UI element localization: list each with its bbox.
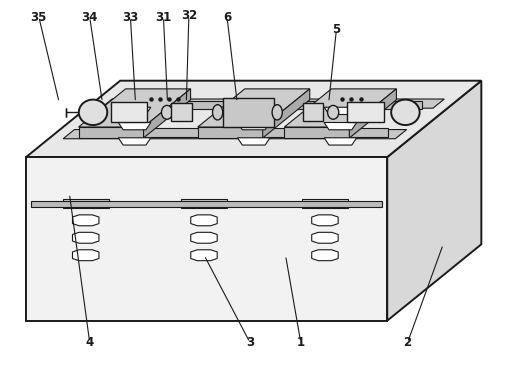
- Text: 31: 31: [155, 11, 171, 24]
- Polygon shape: [349, 89, 395, 138]
- Polygon shape: [237, 107, 269, 115]
- Polygon shape: [284, 127, 349, 138]
- Polygon shape: [386, 81, 480, 321]
- Ellipse shape: [327, 105, 338, 119]
- Bar: [222, 98, 273, 127]
- Polygon shape: [197, 127, 262, 138]
- Polygon shape: [26, 157, 386, 321]
- Polygon shape: [26, 81, 480, 157]
- Polygon shape: [72, 250, 99, 261]
- Polygon shape: [237, 123, 269, 130]
- Polygon shape: [311, 250, 337, 261]
- Polygon shape: [119, 101, 421, 110]
- Polygon shape: [284, 89, 395, 127]
- Polygon shape: [324, 138, 356, 145]
- Polygon shape: [311, 232, 337, 243]
- Polygon shape: [72, 215, 99, 226]
- Ellipse shape: [78, 100, 107, 125]
- Polygon shape: [197, 89, 309, 127]
- Bar: [31, 201, 381, 207]
- Polygon shape: [72, 232, 99, 243]
- Text: 6: 6: [222, 11, 231, 24]
- Polygon shape: [78, 89, 190, 127]
- Polygon shape: [237, 138, 269, 145]
- Polygon shape: [85, 128, 388, 137]
- Polygon shape: [118, 138, 151, 145]
- Text: 1: 1: [296, 336, 304, 349]
- Polygon shape: [311, 215, 337, 226]
- Polygon shape: [143, 89, 190, 138]
- Ellipse shape: [272, 105, 282, 120]
- Polygon shape: [63, 130, 406, 139]
- Text: 3: 3: [245, 336, 253, 349]
- Text: 5: 5: [331, 23, 340, 36]
- Bar: [302, 103, 323, 122]
- Polygon shape: [190, 232, 217, 243]
- Polygon shape: [78, 127, 143, 138]
- Text: 33: 33: [122, 11, 138, 24]
- Text: 32: 32: [180, 9, 196, 22]
- Text: 2: 2: [403, 336, 411, 349]
- Ellipse shape: [390, 100, 419, 125]
- Polygon shape: [262, 89, 309, 138]
- Ellipse shape: [161, 105, 173, 119]
- Polygon shape: [101, 99, 443, 108]
- Text: 34: 34: [81, 11, 98, 24]
- Polygon shape: [324, 107, 356, 115]
- Ellipse shape: [212, 105, 222, 120]
- Polygon shape: [118, 107, 151, 115]
- Bar: [301, 199, 347, 208]
- Polygon shape: [190, 215, 217, 226]
- Bar: [63, 199, 108, 208]
- Polygon shape: [118, 123, 151, 130]
- Polygon shape: [324, 123, 356, 130]
- Bar: [347, 102, 383, 122]
- Bar: [110, 102, 147, 122]
- Text: 4: 4: [86, 336, 94, 349]
- Polygon shape: [190, 250, 217, 261]
- Bar: [181, 199, 227, 208]
- Text: 35: 35: [31, 11, 47, 24]
- Bar: [171, 103, 191, 122]
